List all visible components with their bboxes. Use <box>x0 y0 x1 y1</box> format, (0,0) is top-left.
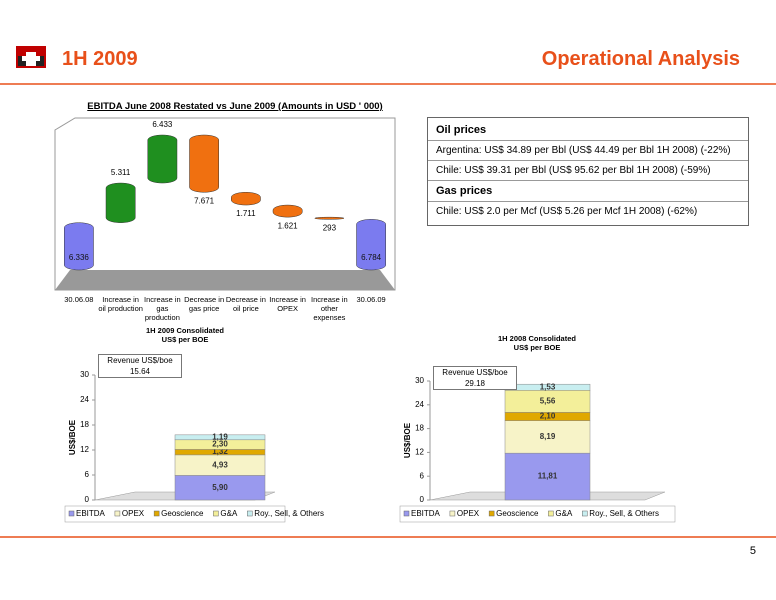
legend-swatch <box>68 510 75 517</box>
bar-segment <box>174 434 266 441</box>
bar-segment <box>174 475 266 501</box>
value-label: 5,90 <box>212 483 228 492</box>
value-label: 5.311 <box>111 168 131 177</box>
value-label: 2,30 <box>212 440 228 449</box>
annotation: Revenue US$/boe 15.64 <box>98 354 182 378</box>
bar-segment <box>504 420 591 454</box>
y-tick-label: 6 <box>85 470 90 479</box>
bar <box>272 204 303 218</box>
bar <box>314 216 345 220</box>
annotation: Revenue US$/boe 29.18 <box>433 366 517 390</box>
page-number: 5 <box>749 545 756 557</box>
value-label: 2,10 <box>540 412 556 421</box>
bar <box>64 222 94 271</box>
y-tick-label: 0 <box>85 495 90 504</box>
y-tick-label: 12 <box>80 445 89 454</box>
y-tick-label: 24 <box>415 400 424 409</box>
x-tick-label: Increase in other expenses <box>311 295 348 322</box>
legend-box <box>64 505 286 523</box>
waterfall-floor <box>55 270 395 290</box>
legend-swatch <box>213 510 219 517</box>
bar <box>189 134 219 193</box>
legend-swatch <box>403 510 410 517</box>
x-tick-label: Increase in gas production <box>144 295 181 322</box>
value-label: 1,53 <box>540 382 556 391</box>
x-tick-label: 30.06.08 <box>64 295 94 304</box>
legend-swatch <box>449 510 456 517</box>
info-line: Chile: US$ 2.0 per Mcf (US$ 5.26 per Mcf… <box>428 201 748 221</box>
value-label: 1.711 <box>236 209 256 218</box>
legend-label: OPEX <box>457 509 480 518</box>
x-tick-label: 30.06.09 <box>356 295 386 304</box>
bar-segment <box>504 452 591 501</box>
chart-title: 1H 2008 Consolidated US$ per BOE <box>498 334 576 352</box>
value-label: 4,93 <box>212 460 228 469</box>
legend-swatch <box>114 510 121 517</box>
y-tick-label: 6 <box>420 471 425 480</box>
slide-title: 1H 2009 <box>62 48 138 70</box>
legend-swatch <box>488 510 495 517</box>
legend-swatch <box>548 510 554 517</box>
info-line: Argentina: US$ 34.89 per Bbl (US$ 44.49 … <box>428 140 748 160</box>
legend-box <box>399 505 676 523</box>
info-heading: Oil prices <box>436 124 487 136</box>
legend-label: EBITDA <box>76 509 106 518</box>
legend-swatch <box>247 510 253 517</box>
value-label: 1,19 <box>212 432 228 441</box>
legend-label: Roy., Sell, & Others <box>589 509 659 518</box>
value-label: 6.433 <box>152 120 173 129</box>
logo <box>16 46 46 68</box>
value-label: 7.671 <box>194 196 215 205</box>
y-axis-label: US$/BOE <box>68 419 77 455</box>
value-label: 6.784 <box>361 253 382 262</box>
y-tick-label: 12 <box>415 448 424 457</box>
y-tick-label: 18 <box>415 424 424 433</box>
bar <box>231 192 261 206</box>
legend-label: Geoscience <box>496 509 539 518</box>
legend-label: G&A <box>220 509 238 518</box>
value-label: 1.621 <box>278 221 299 230</box>
bar <box>356 219 386 271</box>
legend-swatch <box>582 510 588 517</box>
section-title: Operational Analysis <box>541 48 740 70</box>
waterfall-title: EBITDA June 2008 Restated vs June 2009 (… <box>87 101 383 112</box>
x-tick-label: Increase in OPEX <box>269 295 306 313</box>
legend-swatch <box>153 510 160 517</box>
x-tick-label: Increase in oil production <box>98 295 143 313</box>
value-label: 6.336 <box>69 253 90 262</box>
legend-label: OPEX <box>122 509 145 518</box>
y-tick-label: 30 <box>415 376 424 385</box>
y-tick-label: 0 <box>420 495 425 504</box>
x-tick-label: Decrease in oil price <box>225 295 266 313</box>
y-tick-label: 30 <box>80 370 89 379</box>
value-label: 5,56 <box>540 396 556 405</box>
value-label: 293 <box>323 223 337 232</box>
value-label: 1,32 <box>212 447 228 456</box>
legend-label: Geoscience <box>161 509 204 518</box>
info-line: Chile: US$ 39.31 per Bbl (US$ 95.62 per … <box>428 160 748 180</box>
value-label: 8,19 <box>540 432 556 441</box>
legend-label: G&A <box>555 509 573 518</box>
y-tick-label: 18 <box>80 420 89 429</box>
info-heading: Gas prices <box>428 180 748 201</box>
legend-label: EBITDA <box>411 509 441 518</box>
x-tick-label: Decrease in gas price <box>184 295 225 313</box>
y-tick-label: 24 <box>80 395 89 404</box>
y-axis-label: US$/BOE <box>403 422 412 458</box>
bar <box>105 182 136 223</box>
legend-label: Roy., Sell, & Others <box>254 509 324 518</box>
bar <box>147 134 178 184</box>
value-label: 11,81 <box>538 472 558 481</box>
chart-title: 1H 2009 Consolidated US$ per BOE <box>146 326 224 344</box>
info-box: Oil prices Argentina: US$ 34.89 per Bbl (… <box>427 117 749 226</box>
